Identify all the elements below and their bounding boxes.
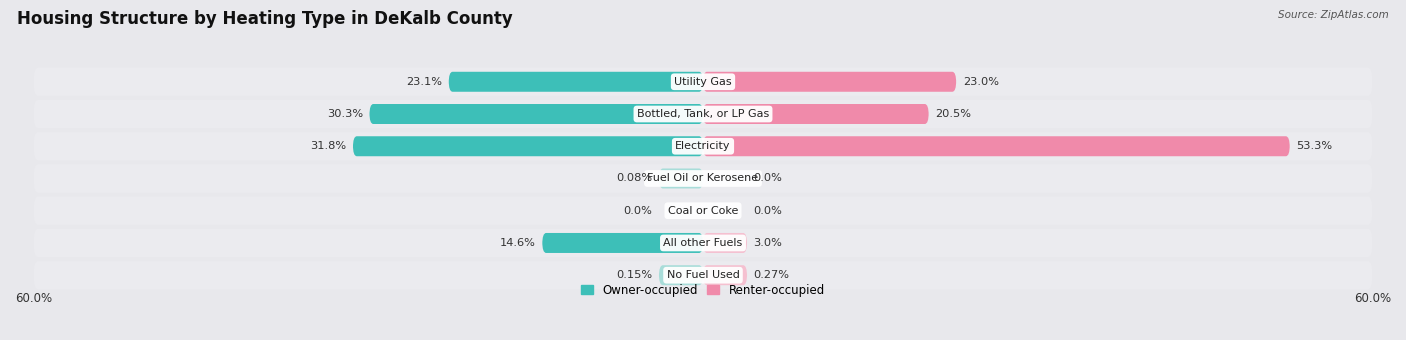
FancyBboxPatch shape xyxy=(659,169,703,188)
Text: 0.0%: 0.0% xyxy=(754,206,783,216)
Text: 0.0%: 0.0% xyxy=(754,173,783,184)
Text: Electricity: Electricity xyxy=(675,141,731,151)
FancyBboxPatch shape xyxy=(34,100,1372,128)
FancyBboxPatch shape xyxy=(449,72,703,92)
Legend: Owner-occupied, Renter-occupied: Owner-occupied, Renter-occupied xyxy=(576,279,830,302)
FancyBboxPatch shape xyxy=(34,164,1372,193)
Text: 0.0%: 0.0% xyxy=(623,206,652,216)
Text: Fuel Oil or Kerosene: Fuel Oil or Kerosene xyxy=(647,173,759,184)
FancyBboxPatch shape xyxy=(659,265,703,285)
FancyBboxPatch shape xyxy=(370,104,703,124)
FancyBboxPatch shape xyxy=(34,261,1372,289)
Text: 60.0%: 60.0% xyxy=(1354,292,1391,305)
Text: 60.0%: 60.0% xyxy=(15,292,52,305)
Text: 20.5%: 20.5% xyxy=(935,109,972,119)
FancyBboxPatch shape xyxy=(34,229,1372,257)
Text: 14.6%: 14.6% xyxy=(499,238,536,248)
Text: Source: ZipAtlas.com: Source: ZipAtlas.com xyxy=(1278,10,1389,20)
Text: Housing Structure by Heating Type in DeKalb County: Housing Structure by Heating Type in DeK… xyxy=(17,10,513,28)
Text: 3.0%: 3.0% xyxy=(754,238,783,248)
Text: 30.3%: 30.3% xyxy=(326,109,363,119)
Text: Coal or Coke: Coal or Coke xyxy=(668,206,738,216)
Text: No Fuel Used: No Fuel Used xyxy=(666,270,740,280)
FancyBboxPatch shape xyxy=(353,136,703,156)
Text: Utility Gas: Utility Gas xyxy=(675,77,731,87)
Text: All other Fuels: All other Fuels xyxy=(664,238,742,248)
Text: 23.0%: 23.0% xyxy=(963,77,998,87)
FancyBboxPatch shape xyxy=(34,197,1372,225)
FancyBboxPatch shape xyxy=(703,72,956,92)
FancyBboxPatch shape xyxy=(703,233,747,253)
FancyBboxPatch shape xyxy=(34,132,1372,160)
FancyBboxPatch shape xyxy=(703,104,929,124)
FancyBboxPatch shape xyxy=(34,68,1372,96)
FancyBboxPatch shape xyxy=(703,265,747,285)
Text: 0.15%: 0.15% xyxy=(616,270,652,280)
FancyBboxPatch shape xyxy=(543,233,703,253)
Text: Bottled, Tank, or LP Gas: Bottled, Tank, or LP Gas xyxy=(637,109,769,119)
FancyBboxPatch shape xyxy=(703,136,1289,156)
Text: 31.8%: 31.8% xyxy=(311,141,346,151)
Text: 0.27%: 0.27% xyxy=(754,270,790,280)
Text: 53.3%: 53.3% xyxy=(1296,141,1333,151)
Text: 0.08%: 0.08% xyxy=(616,173,652,184)
Text: 23.1%: 23.1% xyxy=(406,77,441,87)
